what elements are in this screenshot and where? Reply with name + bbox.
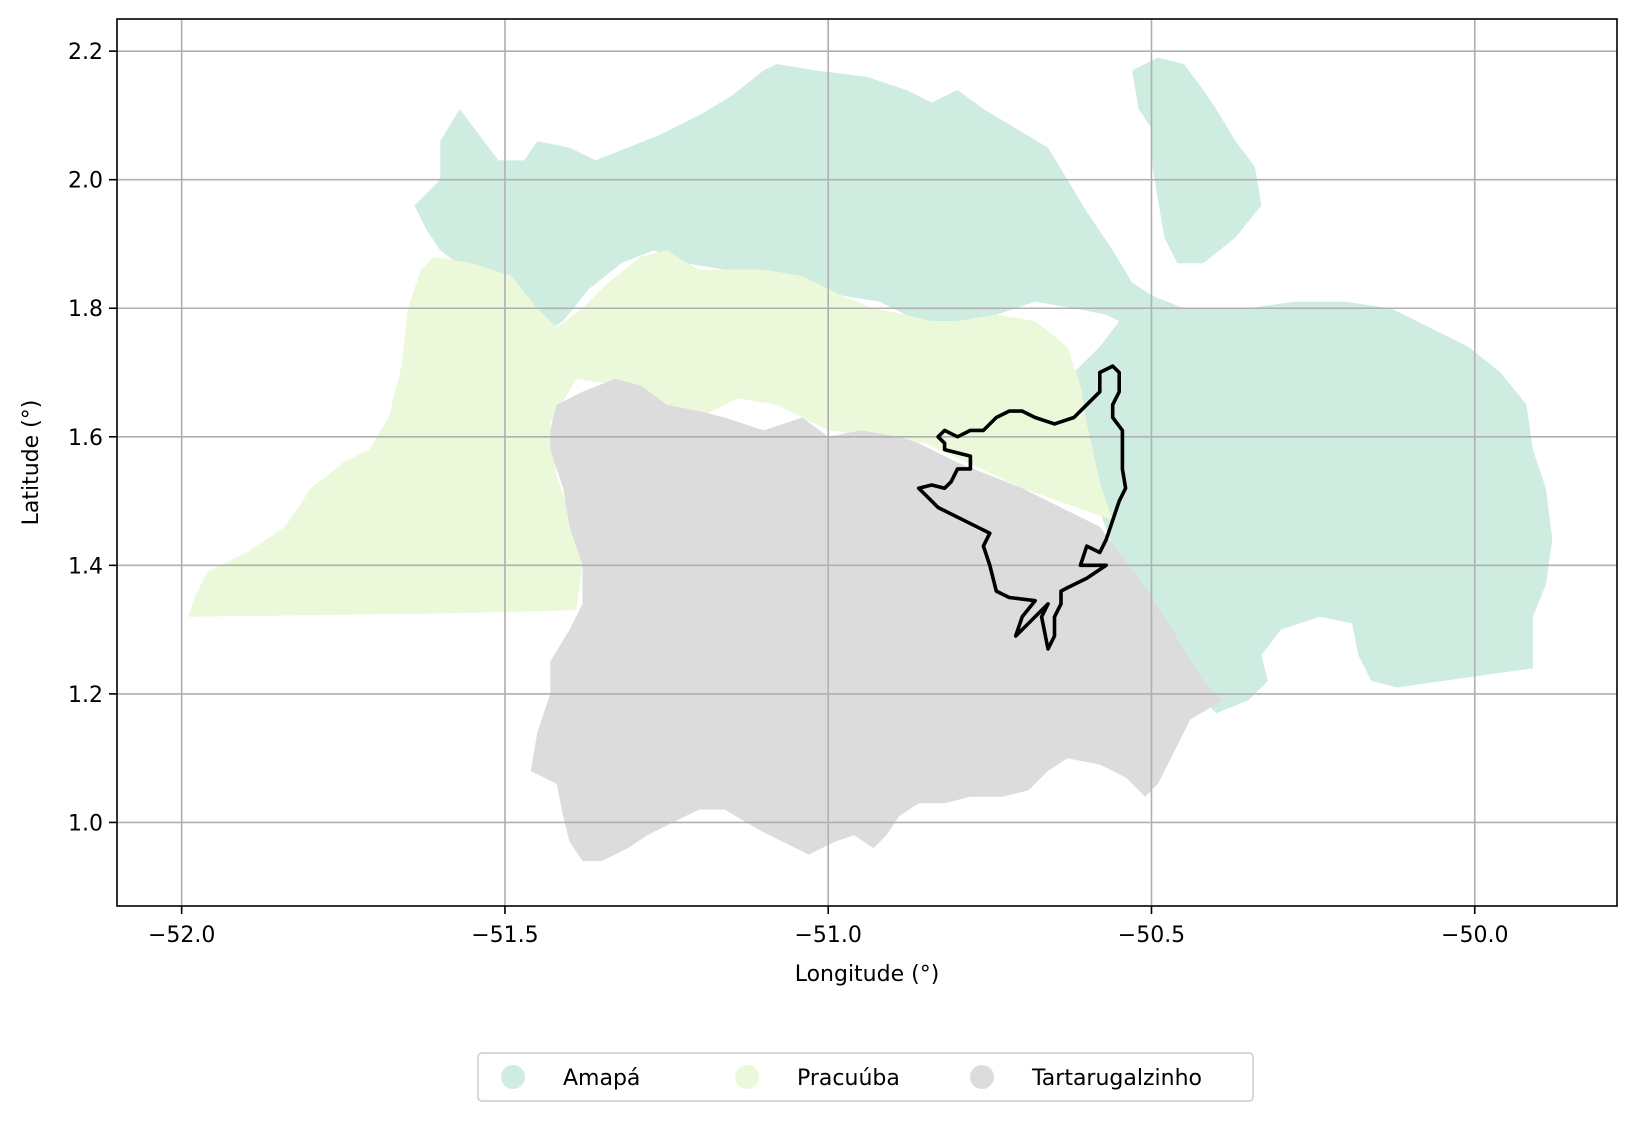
legend-label-pracuuba: Pracuúba — [797, 1066, 900, 1091]
region-pracuuba — [188, 250, 1113, 617]
y-tick-label: 2.0 — [68, 169, 103, 194]
region-tartarugalzinho — [530, 378, 1223, 861]
x-tick-label: −50.5 — [1118, 923, 1185, 948]
legend-box — [477, 1052, 1254, 1102]
highlight-outline — [916, 364, 1128, 651]
y-tick-label: 1.4 — [68, 554, 103, 579]
legend-marker-amapa — [501, 1065, 525, 1089]
x-axis-ticks: −52.0 −51.5 −51.0 −50.5 −50.0 — [148, 906, 1508, 948]
region-amapa-part-1 — [414, 64, 1553, 714]
x-tick-label: −50.0 — [1441, 923, 1508, 948]
y-tick-label: 1.2 — [68, 683, 103, 708]
x-tick-label: −52.0 — [148, 923, 215, 948]
regions-layer — [188, 57, 1553, 861]
legend: Amapá Pracuúba Tartarugalzinho — [477, 1052, 1254, 1102]
y-tick-label: 2.2 — [68, 40, 103, 65]
legend-label-tartarugalzinho: Tartarugalzinho — [1031, 1066, 1202, 1091]
region-amapa-part-2 — [1132, 57, 1262, 264]
grid-lines — [117, 19, 1617, 906]
y-tick-label: 1.0 — [68, 811, 103, 836]
x-axis-label: Longitude (°) — [795, 962, 940, 987]
legend-items: Amapá Pracuúba Tartarugalzinho — [501, 1065, 1202, 1091]
y-tick-label: 1.6 — [68, 426, 103, 451]
outline-layer — [916, 364, 1128, 651]
x-tick-label: −51.5 — [471, 923, 538, 948]
axes-frame — [116, 18, 1618, 907]
legend-marker-pracuuba — [735, 1065, 759, 1089]
y-axis-ticks: 1.0 1.2 1.4 1.6 1.8 2.0 2.2 — [68, 40, 117, 836]
legend-label-amapa: Amapá — [563, 1066, 640, 1091]
y-axis-label: Latitude (°) — [19, 400, 44, 526]
x-tick-label: −51.0 — [794, 923, 861, 948]
y-tick-label: 1.8 — [68, 297, 103, 322]
legend-marker-tartarugalzinho — [970, 1065, 994, 1089]
